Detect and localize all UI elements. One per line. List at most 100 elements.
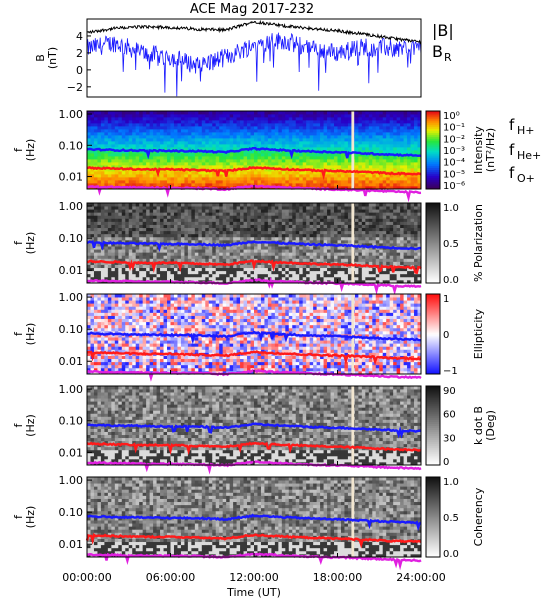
heatmap-cell	[177, 218, 181, 221]
heatmap-cell	[104, 141, 108, 144]
heatmap-cell	[282, 215, 286, 218]
heatmap-cell	[202, 255, 206, 258]
heatmap-cell	[261, 153, 265, 156]
heatmap-cell	[125, 228, 129, 231]
heatmap-cell	[251, 129, 255, 132]
heatmap-cell	[251, 114, 255, 117]
heatmap-cell	[146, 206, 150, 209]
heatmap-cell	[143, 129, 147, 132]
heatmap-cell	[181, 209, 185, 212]
heatmap-cell	[264, 141, 268, 144]
heatmap-cell	[216, 237, 220, 240]
heatmap-cell	[313, 147, 317, 150]
heatmap-cell	[188, 231, 192, 234]
heatmap-cell	[393, 237, 397, 240]
heatmap-cell	[191, 135, 195, 138]
heatmap-cell	[358, 123, 362, 126]
heatmap-cell	[153, 274, 157, 277]
heatmap-cell	[320, 117, 324, 120]
heatmap-cell	[264, 159, 268, 162]
heatmap-cell	[247, 135, 251, 138]
heatmap-cell	[355, 206, 359, 209]
heatmap-cell	[129, 203, 133, 206]
heatmap-cell	[254, 174, 258, 177]
heatmap-cell	[139, 203, 143, 206]
heatmap-cell	[414, 126, 418, 129]
heatmap-cell	[101, 221, 105, 224]
heatmap-cell	[188, 249, 192, 252]
heatmap-cell	[174, 268, 178, 271]
heatmap-cell	[257, 129, 261, 132]
heatmap-cell	[257, 126, 261, 129]
heatmap-cell	[254, 120, 258, 123]
heatmap-cell	[129, 274, 133, 277]
heatmap-cell	[184, 237, 188, 240]
heatmap-cell	[122, 177, 126, 180]
heatmap-cell	[153, 218, 157, 221]
heatmap-cell	[184, 162, 188, 165]
heatmap-cell	[205, 123, 209, 126]
heatmap-cell	[205, 165, 209, 168]
heatmap-cell	[240, 141, 244, 144]
heatmap-cell	[167, 153, 171, 156]
heatmap-cell	[393, 129, 397, 132]
heatmap-cell	[164, 183, 168, 186]
heatmap-cell	[254, 209, 258, 212]
heatmap-cell	[160, 138, 164, 141]
heatmap-cell	[393, 162, 397, 165]
heatmap-cell	[122, 203, 126, 206]
heatmap-cell	[212, 252, 216, 255]
heatmap-cell	[414, 135, 418, 138]
heatmap-cell	[400, 177, 404, 180]
heatmap-cell	[174, 274, 178, 277]
heatmap-cell	[108, 265, 112, 268]
heatmap-cell	[195, 111, 199, 114]
heatmap-cell	[139, 174, 143, 177]
heatmap-cell	[191, 228, 195, 231]
heatmap-cell	[299, 218, 303, 221]
heatmap-cell	[292, 123, 296, 126]
heatmap-cell	[299, 117, 303, 120]
heatmap-cell	[306, 180, 310, 183]
heatmap-cell	[317, 246, 321, 249]
heatmap-cell	[216, 183, 220, 186]
heatmap-cell	[108, 156, 112, 159]
heatmap-cell	[386, 218, 390, 221]
heatmap-cell	[97, 123, 101, 126]
heatmap-cell	[195, 132, 199, 135]
heatmap-cell	[299, 252, 303, 255]
heatmap-cell	[240, 265, 244, 268]
heatmap-cell	[397, 183, 401, 186]
heatmap-cell	[171, 162, 175, 165]
heatmap-cell	[233, 183, 237, 186]
heatmap-cell	[292, 114, 296, 117]
heatmap-cell	[177, 180, 181, 183]
heatmap-cell	[174, 265, 178, 268]
heatmap-cell	[97, 255, 101, 258]
heatmap-cell	[289, 141, 293, 144]
heatmap-cell	[160, 171, 164, 174]
heatmap-cell	[383, 258, 387, 261]
heatmap-cell	[164, 228, 168, 231]
heatmap-cell	[275, 215, 279, 218]
heatmap-cell	[122, 265, 126, 268]
heatmap-cell	[240, 126, 244, 129]
heatmap-cell	[268, 117, 272, 120]
heatmap-cell	[90, 135, 94, 138]
heatmap-cell	[223, 206, 227, 209]
heatmap-cell	[153, 277, 157, 280]
heatmap-cell	[320, 255, 324, 258]
heatmap-cell	[369, 162, 373, 165]
heatmap-cell	[195, 206, 199, 209]
heatmap-cell	[268, 174, 272, 177]
heatmap-cell	[195, 123, 199, 126]
heatmap-cell	[310, 252, 314, 255]
heatmap-cell	[264, 228, 268, 231]
heatmap-cell	[132, 218, 136, 221]
heatmap-cell	[271, 144, 275, 147]
heatmap-cell	[407, 144, 411, 147]
heatmap-cell	[181, 225, 185, 228]
heatmap-cell	[164, 203, 168, 206]
heatmap-cell	[264, 114, 268, 117]
heatmap-cell	[386, 237, 390, 240]
